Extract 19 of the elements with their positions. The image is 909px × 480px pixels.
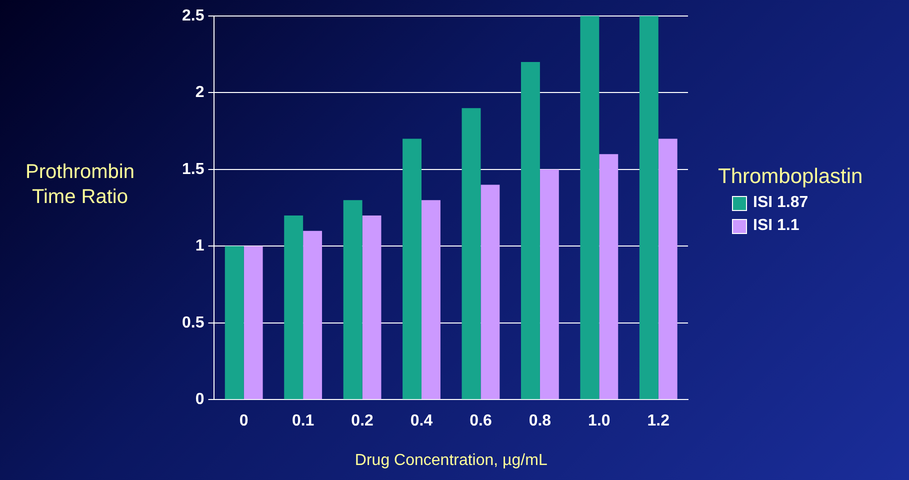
- x-tick-label: 0.6: [470, 412, 492, 430]
- x-tick-label: 0.2: [351, 412, 374, 430]
- legend-title: Thromboplastin: [718, 165, 863, 189]
- x-tick-label: 0.4: [410, 412, 433, 430]
- x-tick-label: 0.8: [528, 412, 552, 430]
- legend-label: ISI 1.1: [753, 217, 800, 235]
- y-axis-title: Prothrombin Time Ratio: [24, 160, 136, 210]
- text: ISI 1.87: [753, 194, 808, 212]
- x-tick-label: 1.0: [588, 412, 610, 430]
- y-tick-label: 2.5: [182, 7, 204, 24]
- y-tick-label: 0.5: [182, 314, 204, 332]
- x-tick-label: 0.1: [292, 412, 314, 430]
- x-tick-label: 0: [239, 412, 248, 430]
- y-tick-label: 0: [195, 391, 204, 408]
- y-tick-label: 2: [195, 84, 204, 102]
- y-tick-label: 1.5: [182, 160, 204, 178]
- y-tick-label: 1: [195, 238, 204, 255]
- x-tick-label: 1.2: [647, 412, 670, 430]
- x-axis-title: Drug Concentration, µg/mL: [354, 452, 548, 469]
